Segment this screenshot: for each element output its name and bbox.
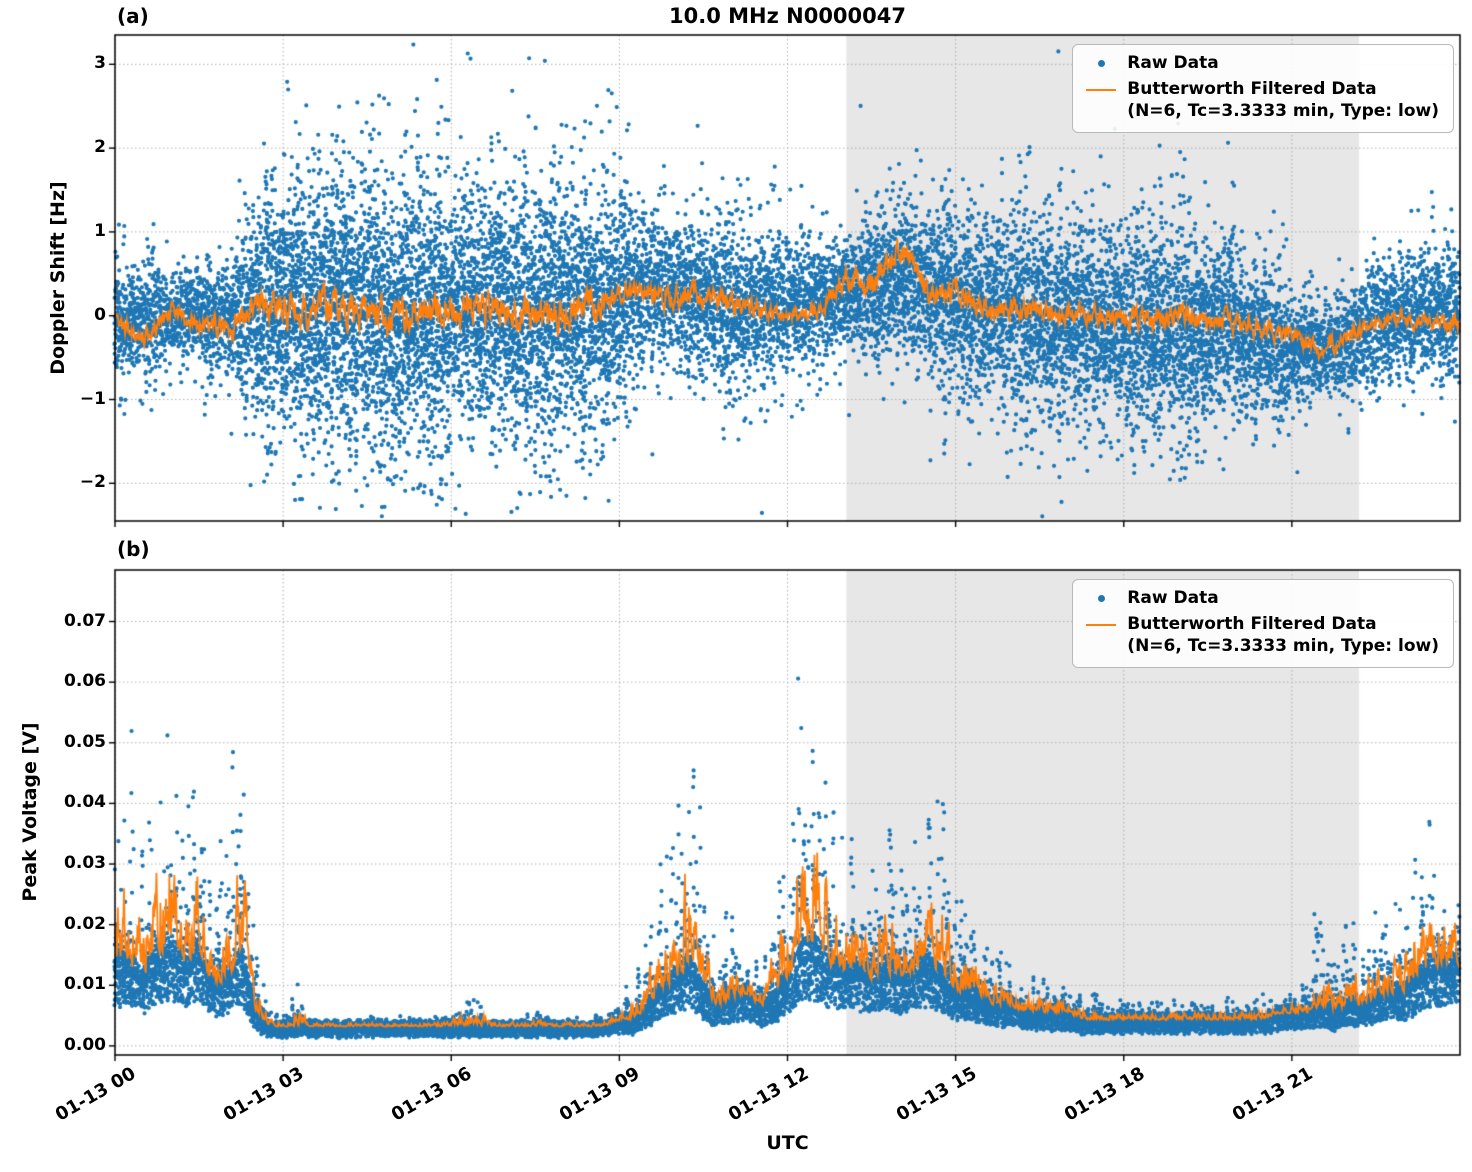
y-axis-label-doppler: Doppler Shift [Hz] (47, 181, 69, 375)
y-tick-label: 0.00 (64, 1034, 106, 1055)
panel-b-label: (b) (117, 537, 150, 561)
legend-filtered-sublabel: (N=6, Tc=3.3333 min, Type: low) (1127, 635, 1439, 656)
legend-entry-raw: Raw Data (1083, 53, 1439, 74)
raw-data-marker-wrap (1083, 588, 1119, 602)
filtered-marker-wrap (1083, 79, 1119, 92)
legend-filtered-labels: Butterworth Filtered Data (N=6, Tc=3.333… (1127, 614, 1439, 657)
legend-raw-label: Raw Data (1127, 53, 1219, 73)
filtered-line-marker-icon (1086, 624, 1117, 627)
raw-data-marker-icon (1097, 595, 1105, 602)
legend-filtered-sublabel: (N=6, Tc=3.3333 min, Type: low) (1127, 100, 1439, 121)
legend-filtered-label: Butterworth Filtered Data (1127, 614, 1377, 635)
legend-panel-a: Raw Data Butterworth Filtered Data (N=6,… (1072, 44, 1454, 133)
y-axis-label-voltage: Peak Voltage [V] (19, 722, 41, 902)
legend-filtered-labels: Butterworth Filtered Data (N=6, Tc=3.333… (1127, 79, 1439, 122)
y-tick-label: 0.05 (64, 731, 106, 752)
filtered-marker-wrap (1083, 614, 1119, 627)
y-tick-label: 1 (94, 220, 106, 241)
y-tick-label: 0 (94, 304, 106, 325)
legend-entry-filtered: Butterworth Filtered Data (N=6, Tc=3.333… (1083, 614, 1439, 657)
y-tick-label: 0.04 (64, 792, 106, 813)
legend-entry-filtered: Butterworth Filtered Data (N=6, Tc=3.333… (1083, 79, 1439, 122)
figure-title: 10.0 MHz N0000047 (669, 4, 906, 28)
filtered-line-marker-icon (1086, 89, 1117, 92)
y-tick-label: −2 (79, 472, 106, 493)
y-tick-label: 0.07 (64, 610, 106, 631)
y-tick-label: 0.03 (64, 853, 106, 874)
y-tick-label: 2 (94, 137, 106, 158)
legend-raw-label: Raw Data (1127, 588, 1219, 608)
raw-data-marker-wrap (1083, 53, 1119, 67)
y-tick-label: 0.06 (64, 671, 106, 692)
legend-filtered-label: Butterworth Filtered Data (1127, 79, 1377, 100)
legend-entry-raw: Raw Data (1083, 588, 1439, 609)
y-tick-label: 0.02 (64, 913, 106, 934)
raw-data-marker-icon (1097, 60, 1105, 67)
panel-a-label: (a) (117, 4, 149, 28)
y-tick-label: 3 (94, 53, 106, 74)
legend-panel-b: Raw Data Butterworth Filtered Data (N=6,… (1072, 579, 1454, 668)
y-tick-label: −1 (79, 388, 106, 409)
y-tick-label: 0.01 (64, 974, 106, 995)
x-axis-label: UTC (766, 1132, 809, 1154)
